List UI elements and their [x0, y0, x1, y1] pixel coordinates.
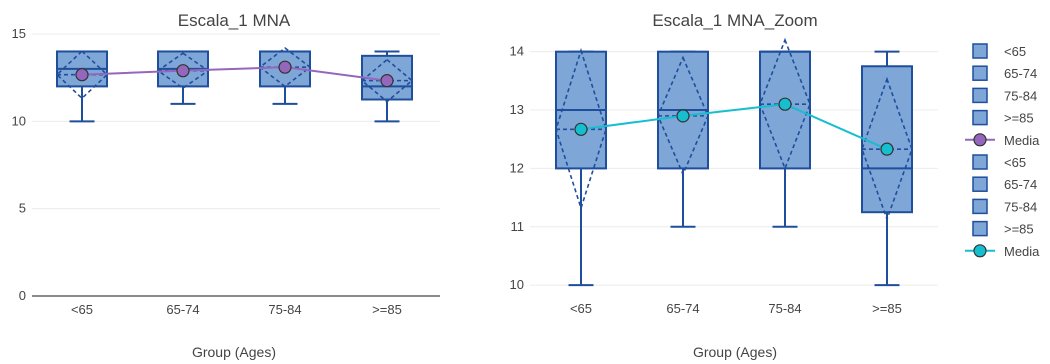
mean-point	[176, 64, 190, 78]
legend-label: 65-74	[1004, 177, 1037, 192]
box-<65	[555, 47, 607, 287]
x-tick-label: 65-74	[166, 302, 199, 317]
box-75-84	[759, 37, 811, 228]
legend-item: 75-84	[972, 198, 1037, 215]
y-tick-label: 5	[19, 201, 26, 216]
mean-point	[75, 68, 89, 82]
x-tick-label: <65	[71, 302, 93, 317]
legend-label: Media	[1004, 133, 1040, 148]
legend-swatch-box	[972, 65, 988, 81]
mean-sd-diamond	[759, 37, 811, 171]
box-65-74	[156, 50, 210, 105]
legend: <65 65-74 75-84 >=85 Media <65 65-74 75-84 >=85 M…	[965, 43, 1040, 259]
x-tick-label: 75-84	[768, 301, 801, 316]
box-<65	[55, 50, 109, 123]
mean-sd-diamond	[657, 55, 709, 177]
legend-item: 65-74	[972, 65, 1037, 81]
y-tick-label: 12	[510, 160, 524, 175]
y-tick-label: 0	[19, 288, 26, 303]
mean-sd-diamond	[861, 76, 913, 222]
box-75-84	[258, 46, 312, 105]
y-tick-label: 10	[510, 277, 524, 292]
legend-label: Media	[1004, 244, 1040, 259]
mean-sd-diamond	[258, 46, 312, 88]
box-65-74	[657, 50, 709, 228]
y-tick-label: 15	[12, 26, 26, 41]
legend-item: <65	[972, 154, 1026, 170]
legend-swatch-box	[972, 43, 988, 59]
legend-swatch-box	[972, 109, 988, 126]
mean-sd-diamond	[360, 58, 414, 103]
x-axis-title: Group (Ages)	[192, 344, 276, 360]
mean-line	[580, 103, 888, 151]
legend-item: Media	[965, 244, 1040, 259]
legend-label: >=85	[1004, 111, 1034, 126]
mean-line	[81, 66, 388, 82]
legend-label: 65-74	[1004, 66, 1037, 81]
x-tick-label: >=85	[372, 302, 402, 317]
mean-point	[574, 122, 588, 136]
chart-title: Escala_1 MNA_Zoom	[652, 11, 817, 30]
box-iqr	[861, 65, 913, 214]
mean-sd-diamond	[156, 52, 210, 90]
legend-label: <65	[1004, 155, 1026, 170]
legend-swatch-box	[972, 198, 988, 215]
mean-sd-diamond	[55, 50, 109, 100]
mean-sd-diamond	[555, 47, 607, 211]
chart-title: Escala_1 MNA	[178, 11, 291, 30]
legend-swatch-box	[972, 220, 988, 237]
mean-point	[278, 60, 292, 74]
legend-item: <65	[972, 43, 1026, 59]
legend-label: >=85	[1004, 222, 1034, 237]
mean-point	[676, 109, 690, 123]
x-tick-label: 75-84	[268, 302, 301, 317]
legend-item: Media	[965, 133, 1040, 148]
box->=85	[861, 50, 913, 287]
legend-item: >=85	[972, 220, 1034, 237]
legend-label: 75-84	[1004, 88, 1037, 103]
mean-point	[778, 97, 792, 111]
legend-swatch-box	[972, 154, 988, 170]
x-tick-label: <65	[570, 301, 592, 316]
chart-panel-2: 10 11 12 13 14 Escala_1 MNA_Zoom <65 65-74 75-84…	[510, 11, 938, 360]
legend-swatch-box	[972, 87, 988, 104]
y-tick-label: 14	[510, 44, 524, 59]
legend-label: 75-84	[1004, 199, 1037, 214]
x-tick-label: >=85	[872, 301, 902, 316]
legend-item: >=85	[972, 109, 1034, 126]
legend-item: 75-84	[972, 87, 1037, 104]
legend-swatch-box	[972, 176, 988, 192]
y-tick-label: 10	[12, 113, 26, 128]
legend-label: <65	[1004, 44, 1026, 59]
legend-swatch-marker	[973, 133, 987, 147]
chart-panel-1: 0 5 10 15 Escala_1 MNA <65 65-74 75-84 >=85 Group…	[12, 11, 440, 360]
x-tick-label: 65-74	[666, 301, 699, 316]
y-tick-label: 11	[511, 219, 525, 234]
mean-point	[880, 142, 894, 156]
y-tick-label: 13	[510, 102, 524, 117]
legend-item: 65-74	[972, 176, 1037, 192]
mean-point	[380, 74, 394, 88]
x-axis-title: Group (Ages)	[693, 344, 777, 360]
legend-swatch-marker	[973, 244, 987, 258]
